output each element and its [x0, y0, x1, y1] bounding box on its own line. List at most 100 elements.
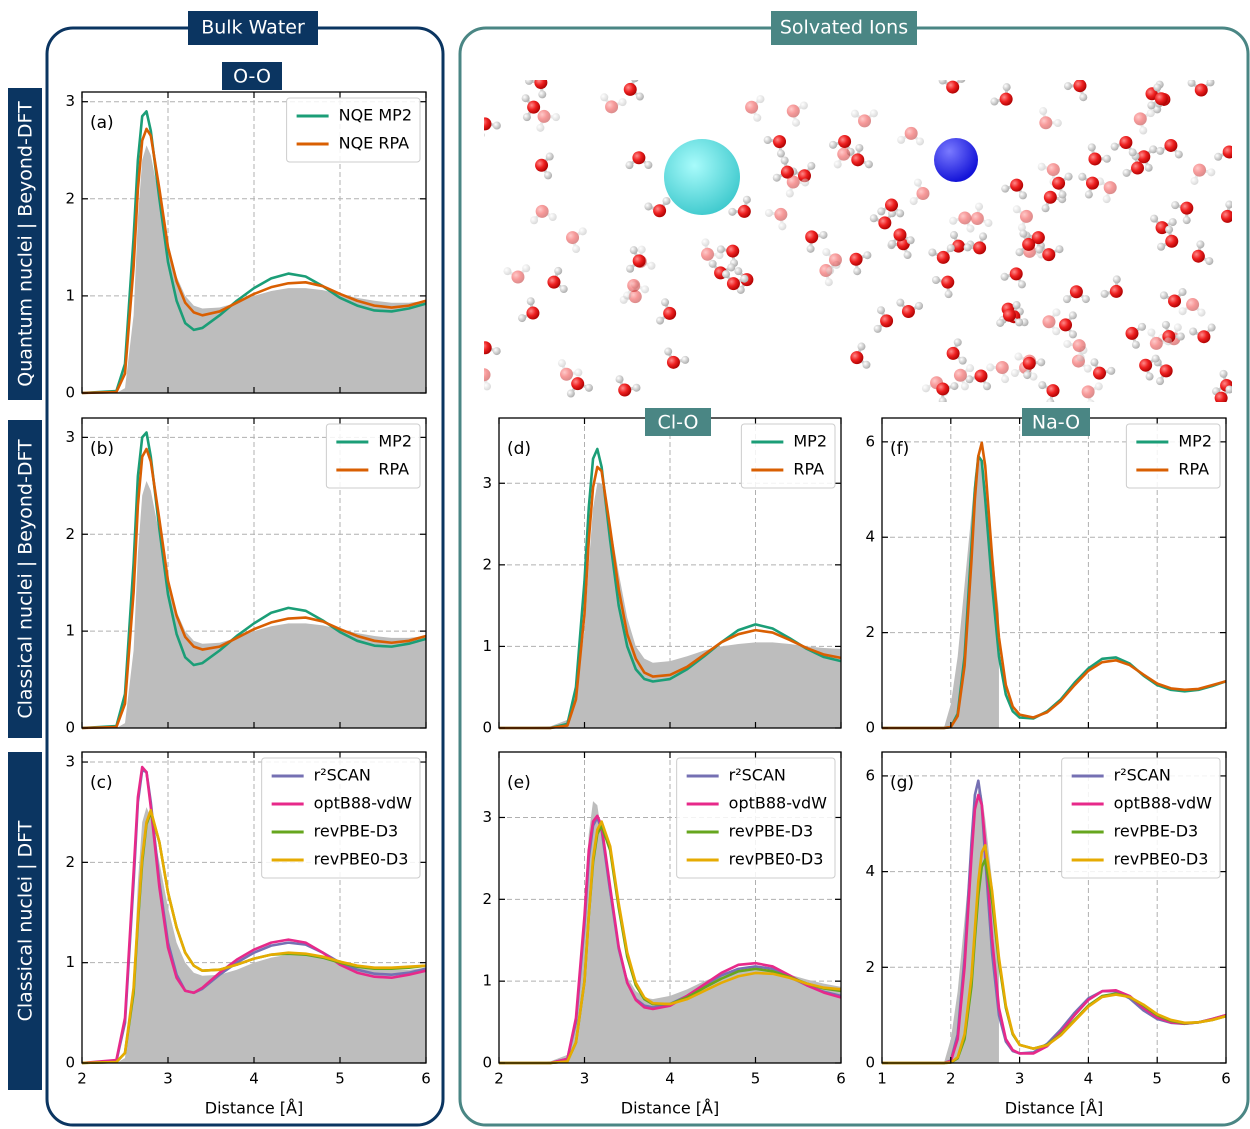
- y-tick-label: 2: [865, 623, 875, 641]
- oxygen: [566, 231, 579, 244]
- hydrogen: [939, 397, 947, 405]
- hydrogen: [1160, 291, 1168, 299]
- x-axis-label: Distance [Å]: [1005, 1099, 1103, 1118]
- oxygen: [738, 205, 751, 218]
- hydrogen: [1139, 126, 1147, 134]
- legend-label: RPA: [1178, 460, 1209, 479]
- panel: 0246123456(g)Distance [Å]r²SCANoptB88-vd…: [865, 752, 1230, 1118]
- hydrogen: [1165, 226, 1173, 234]
- hydrogen: [1054, 119, 1062, 127]
- y-tick-label: 1: [65, 286, 75, 304]
- hydrogen: [1145, 164, 1153, 172]
- hydrogen: [1152, 355, 1160, 363]
- hydrogen: [1003, 83, 1011, 91]
- y-tick-label: 1: [65, 622, 75, 640]
- hydrogen: [1063, 340, 1071, 348]
- hydrogen: [1146, 373, 1154, 381]
- oxygen: [1193, 164, 1206, 177]
- oxygen: [851, 153, 864, 166]
- oxygen: [1192, 250, 1205, 263]
- hydrogen: [1149, 145, 1157, 153]
- oxygen: [773, 135, 786, 148]
- hydrogen: [888, 240, 896, 248]
- oxygen: [946, 81, 959, 94]
- hydrogen: [907, 236, 915, 244]
- y-tick-label: 2: [65, 525, 75, 543]
- x-tick-label: 1: [877, 1070, 887, 1088]
- hydrogen: [983, 382, 991, 390]
- hydrogen: [1189, 327, 1197, 335]
- hydrogen: [863, 251, 871, 259]
- oxygen: [905, 127, 918, 140]
- x-tick-label: 4: [1084, 1070, 1094, 1088]
- oxygen: [902, 305, 915, 318]
- hydrogen: [1198, 309, 1206, 317]
- oxygen: [1150, 337, 1163, 350]
- hydrogen: [1037, 358, 1045, 366]
- oxygen: [936, 382, 949, 395]
- legend-label: revPBE-D3: [1114, 822, 1199, 841]
- legend: MP2RPA: [741, 424, 835, 488]
- hydrogen: [558, 359, 566, 367]
- y-tick-label: 0: [482, 719, 492, 737]
- hydrogen: [773, 174, 781, 182]
- oxygen: [627, 279, 640, 292]
- oxygen: [1010, 179, 1023, 192]
- legend-label: RPA: [793, 460, 824, 479]
- panel-label: (g): [890, 773, 914, 793]
- oxygen: [727, 277, 740, 290]
- hydrogen: [632, 384, 640, 392]
- hydrogen: [957, 75, 965, 83]
- hydrogen: [1058, 191, 1066, 199]
- legend-label: revPBE0-D3: [1114, 850, 1209, 869]
- oxygen: [535, 159, 548, 172]
- oxygen: [1070, 285, 1083, 298]
- hydrogen: [1223, 404, 1231, 412]
- hydrogen: [807, 162, 815, 170]
- hydrogen: [1179, 288, 1187, 296]
- oxygen: [526, 307, 539, 320]
- x-axis-label: Distance [Å]: [621, 1099, 719, 1118]
- hydrogen: [530, 216, 538, 224]
- oxygen: [1131, 162, 1144, 175]
- oxygen: [996, 361, 1009, 374]
- y-tick-label: 3: [65, 428, 75, 446]
- hydrogen: [1225, 201, 1233, 209]
- y-tick-label: 3: [482, 474, 492, 492]
- oxygen: [1093, 367, 1106, 380]
- hydrogen: [1069, 311, 1077, 319]
- hydrogen: [1078, 173, 1086, 181]
- y-tick-label: 0: [65, 719, 75, 737]
- oxygen: [974, 369, 987, 382]
- oxygen: [1020, 210, 1033, 223]
- hydrogen: [928, 248, 936, 256]
- hydrogen: [870, 214, 878, 222]
- hydrogen: [522, 94, 530, 102]
- hydrogen: [1233, 157, 1241, 165]
- oxygen: [1168, 294, 1181, 307]
- hydrogen: [1082, 295, 1090, 303]
- column-title: O-O: [233, 66, 271, 88]
- x-tick-label: 6: [421, 1070, 431, 1088]
- hydrogen: [552, 113, 560, 121]
- hydrogen: [1177, 333, 1185, 341]
- hydrogen: [915, 302, 923, 310]
- oxygen: [571, 377, 584, 390]
- hydrogen: [1208, 324, 1216, 332]
- oxygen: [1160, 364, 1173, 377]
- oxygen: [701, 248, 714, 261]
- hydrogen: [638, 246, 646, 254]
- hydrogen: [1207, 78, 1215, 86]
- x-tick-label: 4: [249, 1070, 259, 1088]
- hydrogen: [1035, 246, 1043, 254]
- x-tick-label: 3: [580, 1070, 590, 1088]
- hydrogen: [1205, 257, 1213, 265]
- hydrogen: [1188, 79, 1196, 87]
- hydrogen: [1103, 195, 1111, 203]
- hydrogen: [656, 317, 664, 325]
- oxygen: [1164, 139, 1177, 152]
- hydrogen: [740, 275, 748, 283]
- oxygen: [1215, 392, 1228, 405]
- hydrogen: [781, 156, 789, 164]
- oxygen: [1223, 145, 1236, 158]
